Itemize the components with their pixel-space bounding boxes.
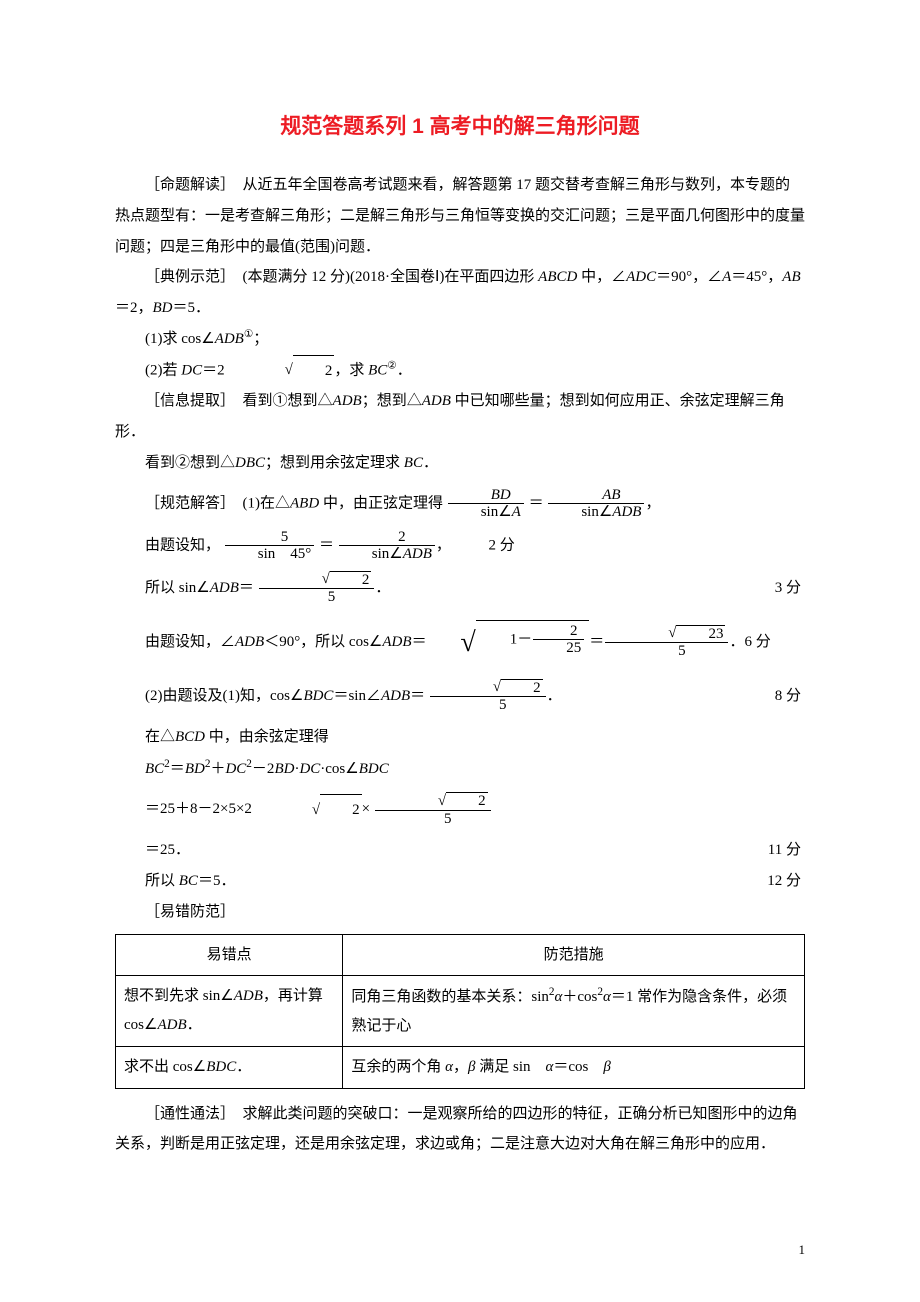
table-header-row: 易错点 防范措施 [116, 934, 805, 976]
table-cell: 同角三角函数的基本关系：sin2α＋cos2α＝1 常作为隐含条件，必须熟记于心 [343, 976, 805, 1047]
solution-step-10: 所以 BC＝5． 12 分 [115, 866, 805, 897]
table-header-2: 防范措施 [343, 934, 805, 976]
fraction-7: √25 [430, 679, 546, 714]
fraction-4: 2sin∠ADB [339, 529, 435, 563]
solution-step-3: 所以 sin∠ADB＝ √25． 3 分 [115, 571, 805, 606]
score-2: 2 分 [488, 537, 514, 553]
fraction-8: √25 [375, 792, 491, 827]
info-line-2: 看到②想到△DBC；想到用余弦定理求 BC． [115, 448, 805, 479]
solution-step-6: 在△BCD 中，由余弦定理得 [115, 722, 805, 753]
fraction-6: √235 [605, 625, 728, 660]
example-label: ［典例示范］ [145, 269, 228, 285]
solution-label: ［规范解答］ [145, 495, 228, 511]
fraction-5: √25 [259, 571, 375, 606]
solution-step-7: BC2＝BD2＋DC2－2BD·DC·cos∠BDC [115, 753, 805, 785]
intro-paragraph: ［命题解读］ 从近五年全国卷高考试题来看，解答题第 17 题交替考查解三角形与数… [115, 170, 805, 262]
example-paragraph: ［典例示范］ (本题满分 12 分)(2018·全国卷Ⅰ)在平面四边形 ABCD… [115, 262, 805, 324]
table-header-1: 易错点 [116, 934, 343, 976]
table-cell: 想不到先求 sin∠ADB，再计算 cos∠ADB． [116, 976, 343, 1047]
method-label: ［通性通法］ [145, 1106, 228, 1122]
error-table: 易错点 防范措施 想不到先求 sin∠ADB，再计算 cos∠ADB． 同角三角… [115, 934, 805, 1089]
solution-step-2: 由题设知， 5sin 45° ＝ 2sin∠ADB， 2 分 [115, 529, 805, 563]
score-3: 3 分 [775, 573, 805, 604]
fraction-1: BDsin∠A [448, 487, 524, 521]
fraction-2: ABsin∠ADB [548, 487, 644, 521]
table-cell: 互余的两个角 α，β 满足 sin α＝cos β [343, 1047, 805, 1089]
big-sqrt: √1－225 [430, 614, 589, 671]
solution-step-1: ［规范解答］ (1)在△ABD 中，由正弦定理得 BDsin∠A ＝ ABsin… [115, 487, 805, 521]
score-6: ．6 分 [729, 634, 770, 650]
page: 规范答题系列 1 高考中的解三角形问题 ［命题解读］ 从近五年全国卷高考试题来看… [0, 0, 920, 1302]
score-8: 8 分 [775, 681, 805, 712]
info-label: ［信息提取］ [145, 393, 228, 409]
table-row: 求不出 cos∠BDC． 互余的两个角 α，β 满足 sin α＝cos β [116, 1047, 805, 1089]
solution-step-8: ＝25＋8－2×5×2√2× √25 [115, 792, 805, 827]
question-1: (1)求 cos∠ADB①； [115, 324, 805, 355]
error-label: ［易错防范］ [115, 897, 805, 928]
table-cell: 求不出 cos∠BDC． [116, 1047, 343, 1089]
method-paragraph: ［通性通法］ 求解此类问题的突破口：一是观察所给的四边形的特征，正确分析已知图形… [115, 1099, 805, 1161]
solution-step-4: 由题设知，∠ADB＜90°，所以 cos∠ADB＝ √1－225 ＝√235．6… [115, 614, 805, 671]
score-12: 12 分 [767, 866, 805, 897]
solution-step-9: ＝25． 11 分 [115, 835, 805, 866]
question-2: (2)若 DC＝2√2，求 BC②． [115, 355, 805, 387]
page-number: 1 [799, 1242, 806, 1258]
fraction-3: 5sin 45° [225, 529, 315, 563]
page-title: 规范答题系列 1 高考中的解三角形问题 [115, 110, 805, 140]
solution-step-5: (2)由题设及(1)知，cos∠BDC＝sin∠ADB＝ √25． 8 分 [115, 679, 805, 714]
info-line-1: ［信息提取］ 看到①想到△ADB；想到△ADB 中已知哪些量；想到如何应用正、余… [115, 386, 805, 448]
intro-label: ［命题解读］ [145, 177, 228, 193]
table-row: 想不到先求 sin∠ADB，再计算 cos∠ADB． 同角三角函数的基本关系：s… [116, 976, 805, 1047]
score-11: 11 分 [768, 835, 805, 866]
